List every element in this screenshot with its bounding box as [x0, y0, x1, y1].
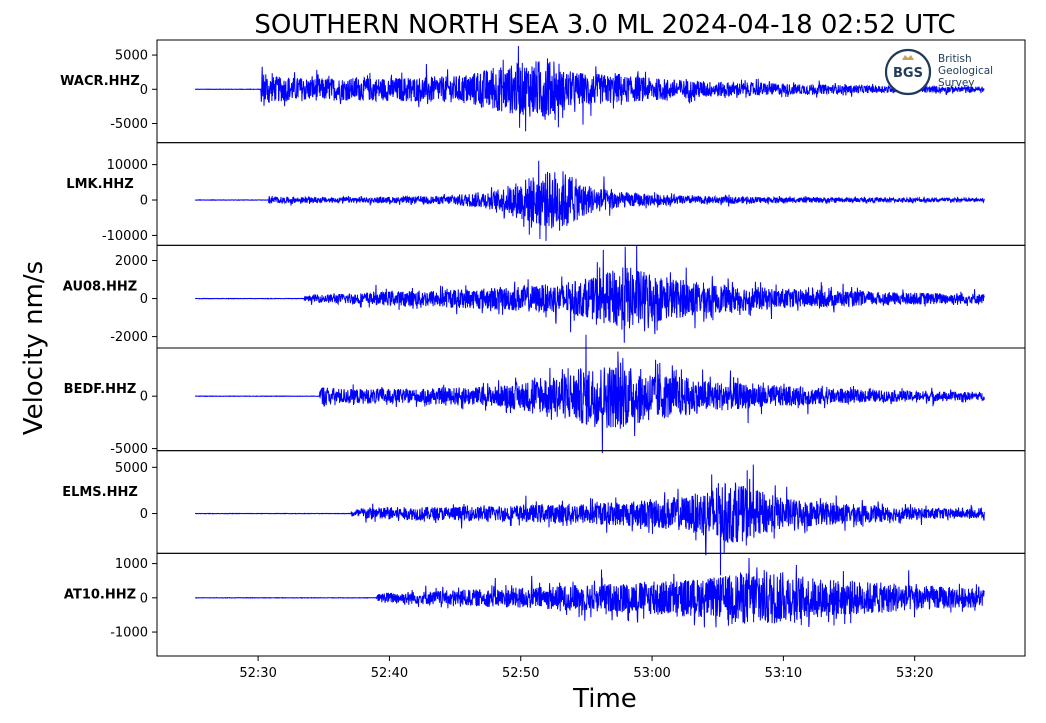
y-tick-label: 1000 [115, 557, 148, 572]
panel-frame [156, 552, 1026, 657]
chart-title: SOUTHERN NORTH SEA 3.0 ML 2024-04-18 02:… [254, 10, 955, 40]
waveform-au08-hhz [194, 245, 985, 343]
bgs-logo: BGS British Geological Survey [884, 48, 993, 96]
panel-au08-hhz: 2000 0 -2000 AU08.HHZ [63, 244, 1026, 349]
station-label: BEDF.HHZ [64, 382, 137, 397]
y-tick-label: 0 [140, 591, 148, 606]
y-tick-label: -10000 [102, 229, 148, 244]
y-axis-label: Velocity nm/s [19, 261, 49, 435]
station-label: LMK.HHZ [66, 177, 133, 192]
station-label: AU08.HHZ [63, 280, 137, 295]
y-tick-label: -5000 [110, 442, 148, 457]
station-label: WACR.HHZ [60, 74, 140, 89]
x-tick-label: 53:00 [633, 666, 670, 681]
station-label: AT10.HHZ [64, 588, 136, 603]
logo-line-2: Geological [938, 65, 993, 77]
y-tick-label: 2000 [115, 254, 148, 269]
x-tick-label: 53:20 [896, 666, 933, 681]
y-tick-label: 5000 [115, 461, 148, 476]
waveform-bedf-hhz [195, 334, 985, 454]
logo-line-1: British [938, 53, 972, 65]
waveform-wacr-hhz [194, 45, 985, 132]
panel-wacr-hhz: 5000 0 -5000 WACR.HHZ [60, 39, 1026, 144]
x-tick-label: 52:40 [371, 666, 408, 681]
waveform-lmk-hhz [194, 160, 985, 241]
panel-bedf-hhz: 0 -5000 BEDF.HHZ [64, 334, 1026, 457]
y-tick-label: -5000 [110, 117, 148, 132]
x-axis-label: Time [572, 684, 637, 714]
logo-abbrev: BGS [893, 66, 923, 81]
y-tick-label: 0 [140, 507, 148, 522]
logo-band [892, 62, 924, 80]
y-tick-label: -1000 [110, 626, 148, 641]
panel-lmk-hhz: 10000 0 -10000 LMK.HHZ [66, 142, 1026, 246]
x-tick-label: 53:10 [765, 666, 802, 681]
waveform-elms-hhz [195, 464, 985, 576]
x-tick-label: 52:50 [502, 666, 539, 681]
y-tick-label: 0 [140, 292, 148, 307]
x-axis: 52:30 52:40 52:50 53:00 53:10 53:20 [239, 656, 933, 681]
waveform-at10-hhz [194, 557, 985, 628]
logo-line-3: Survey [938, 77, 975, 89]
y-tick-label: 5000 [115, 49, 148, 64]
y-tick-label: 0 [140, 194, 148, 209]
y-tick-label: 0 [140, 83, 148, 98]
panel-at10-hhz: 1000 0 -1000 AT10.HHZ [64, 552, 1026, 657]
y-tick-label: 10000 [107, 158, 148, 173]
y-tick-label: -2000 [110, 330, 148, 345]
x-tick-label: 52:30 [239, 666, 276, 681]
y-tick-label: 0 [140, 390, 148, 405]
panels-group: 50000-5000WACR.HHZ100000-10000LMK.HHZ200… [60, 39, 1026, 657]
crown-icon [902, 55, 914, 60]
station-label: ELMS.HHZ [62, 485, 138, 500]
